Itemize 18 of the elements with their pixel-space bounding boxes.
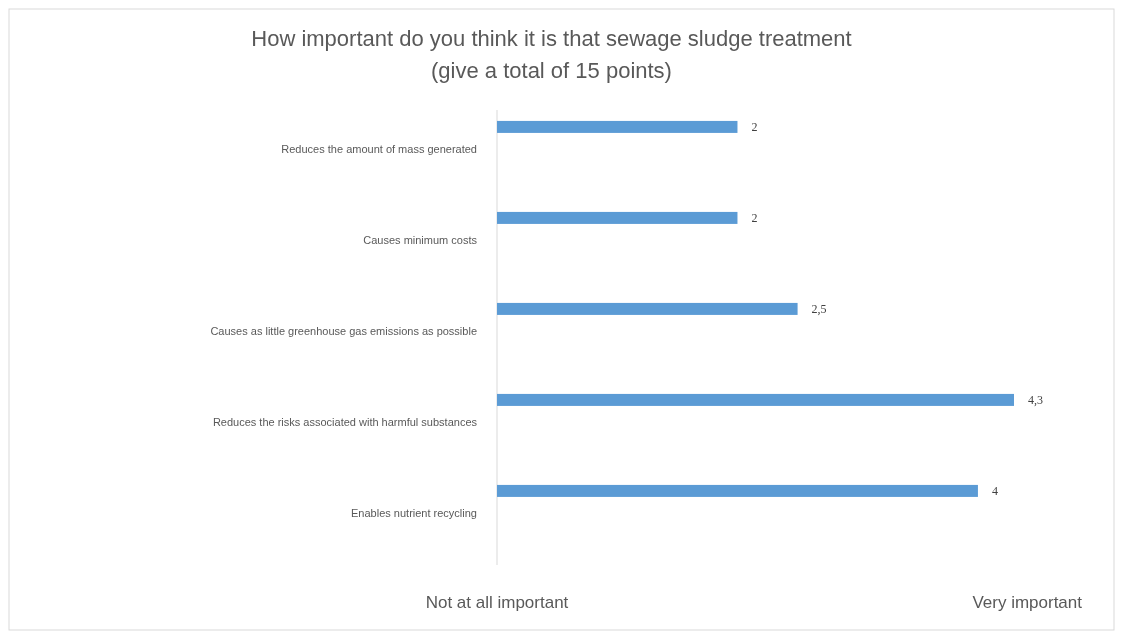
text: Very important <box>972 593 1083 612</box>
chart-title: How important do you think it is that sewage sludge treatment (give a total of 15 points) <box>251 26 852 83</box>
y-tick-label: Reduces the amount of mass generated <box>281 142 477 155</box>
data-label: 2 <box>751 210 758 225</box>
data-label: 2 <box>751 119 758 134</box>
data-label: 2,5 <box>811 301 827 316</box>
data-label: 4,3 <box>1028 392 1043 407</box>
bar <box>497 211 738 224</box>
y-tick-label: Causes as little greenhouse gas emissions as possible <box>210 324 477 337</box>
y-tick-label: Reduces the risks associated with harmful substances <box>212 415 478 428</box>
bar <box>497 484 978 497</box>
y-tick-label: Enables nutrient recycling <box>351 506 477 519</box>
bar <box>497 302 798 315</box>
y-tick-label: Causes minimum costs <box>363 233 478 246</box>
data-label: 4 <box>991 483 998 498</box>
bar <box>497 393 1014 406</box>
bar <box>497 120 738 133</box>
text: Not at all important <box>425 593 569 612</box>
